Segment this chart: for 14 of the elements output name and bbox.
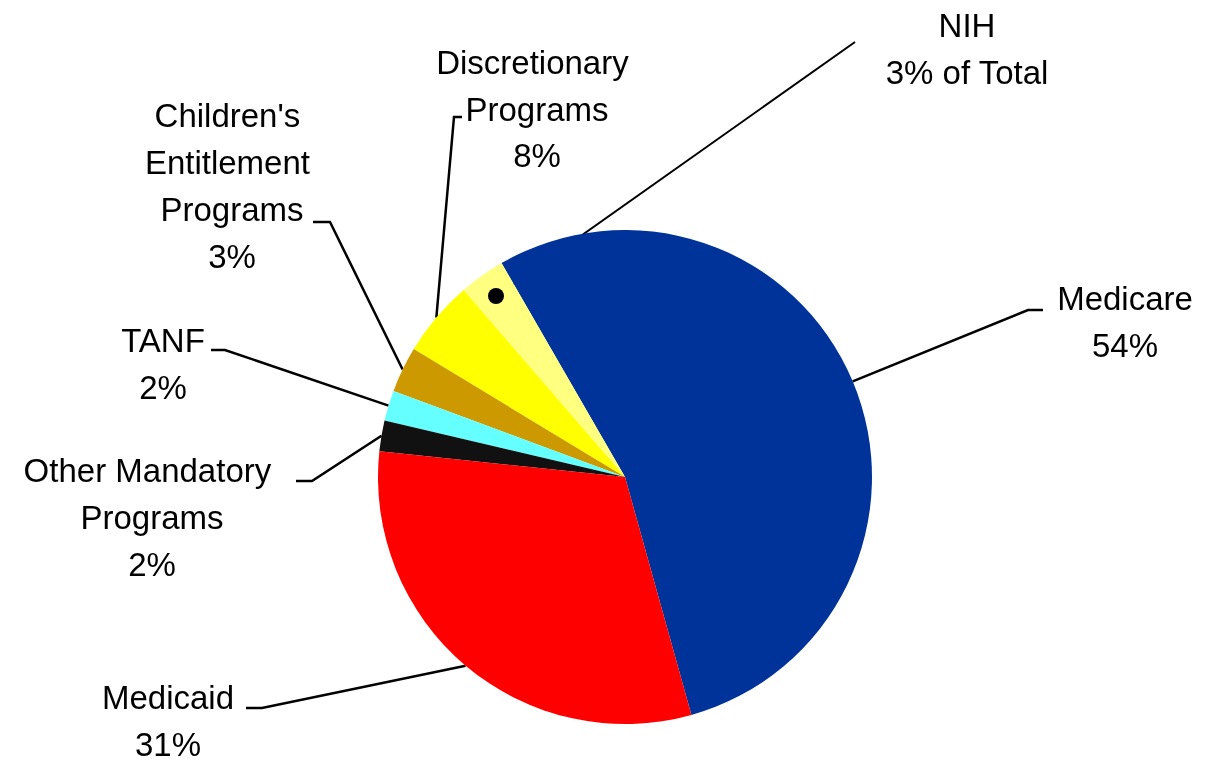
data-label: 2% xyxy=(128,545,176,583)
slice-label: Other Mandatory Programs xyxy=(23,451,281,536)
data-label: 3% xyxy=(208,237,256,275)
slice-label: Medicaid xyxy=(101,678,235,716)
slice-label: Discretionary Programs xyxy=(436,43,638,128)
data-label: 3% of Total xyxy=(885,53,1049,91)
data-label: 31% xyxy=(134,725,202,761)
slice-label: Children's Entitlement Programs xyxy=(144,96,320,228)
slice-label: NIH xyxy=(938,6,996,44)
slice-label: TANF xyxy=(121,321,205,359)
data-label: 54% xyxy=(1091,326,1159,364)
text: 8% xyxy=(513,136,561,174)
slice-label: Medicare xyxy=(1057,279,1193,317)
data-label: 2% xyxy=(139,368,187,406)
